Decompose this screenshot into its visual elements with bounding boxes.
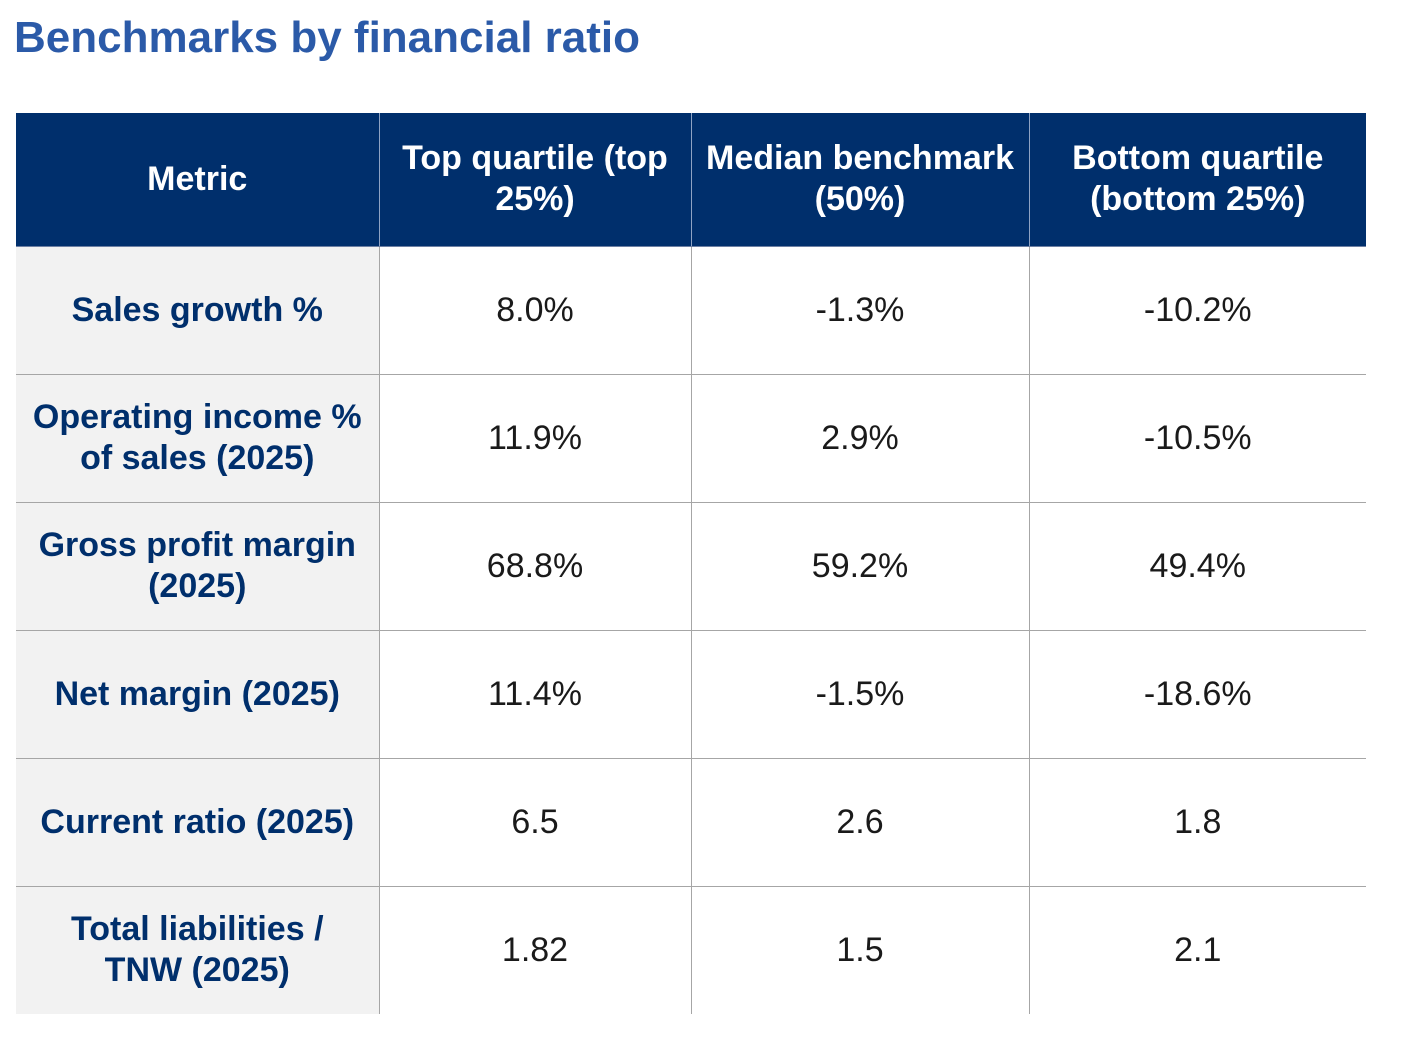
- metric-label: Total liabilities / TNW (2025): [16, 886, 379, 1014]
- bottom-quartile-value: 49.4%: [1028, 502, 1366, 631]
- bottom-quartile-value: -10.2%: [1028, 246, 1366, 375]
- bottom-quartile-value: 1.8: [1028, 758, 1366, 887]
- top-quartile-value: 11.4%: [378, 630, 691, 759]
- bottom-quartile-value: -18.6%: [1028, 630, 1366, 759]
- header-metric: Metric: [16, 113, 379, 247]
- table-row: Total liabilities / TNW (2025) 1.82 1.5 …: [16, 886, 1366, 1014]
- metric-label: Gross profit margin (2025): [16, 502, 379, 631]
- benchmarks-table: Metric Top quartile (top 25%) Median ben…: [16, 113, 1366, 1014]
- top-quartile-value: 11.9%: [378, 374, 691, 503]
- table-row: Current ratio (2025) 6.5 2.6 1.8: [16, 758, 1366, 887]
- median-value: 2.6: [690, 758, 1029, 887]
- header-top-quartile: Top quartile (top 25%): [378, 113, 691, 247]
- table-row: Net margin (2025) 11.4% -1.5% -18.6%: [16, 630, 1366, 759]
- bottom-quartile-value: 2.1: [1028, 886, 1366, 1014]
- metric-label: Current ratio (2025): [16, 758, 379, 887]
- top-quartile-value: 8.0%: [378, 246, 691, 375]
- top-quartile-value: 68.8%: [378, 502, 691, 631]
- header-median-benchmark: Median benchmark (50%): [690, 113, 1029, 247]
- median-value: 1.5: [690, 886, 1029, 1014]
- median-value: -1.3%: [690, 246, 1029, 375]
- table-row: Gross profit margin (2025) 68.8% 59.2% 4…: [16, 502, 1366, 631]
- bottom-quartile-value: -10.5%: [1028, 374, 1366, 503]
- table-row: Sales growth % 8.0% -1.3% -10.2%: [16, 246, 1366, 375]
- median-value: -1.5%: [690, 630, 1029, 759]
- metric-label: Net margin (2025): [16, 630, 379, 759]
- metric-label: Operating income % of sales (2025): [16, 374, 379, 503]
- header-bottom-quartile: Bottom quartile (bottom 25%): [1028, 113, 1366, 247]
- metric-label: Sales growth %: [16, 246, 379, 375]
- median-value: 2.9%: [690, 374, 1029, 503]
- table-row: Operating income % of sales (2025) 11.9%…: [16, 374, 1366, 503]
- median-value: 59.2%: [690, 502, 1029, 631]
- page-title: Benchmarks by financial ratio: [14, 13, 640, 62]
- top-quartile-value: 6.5: [378, 758, 691, 887]
- table-header-row: Metric Top quartile (top 25%) Median ben…: [16, 113, 1366, 247]
- top-quartile-value: 1.82: [378, 886, 691, 1014]
